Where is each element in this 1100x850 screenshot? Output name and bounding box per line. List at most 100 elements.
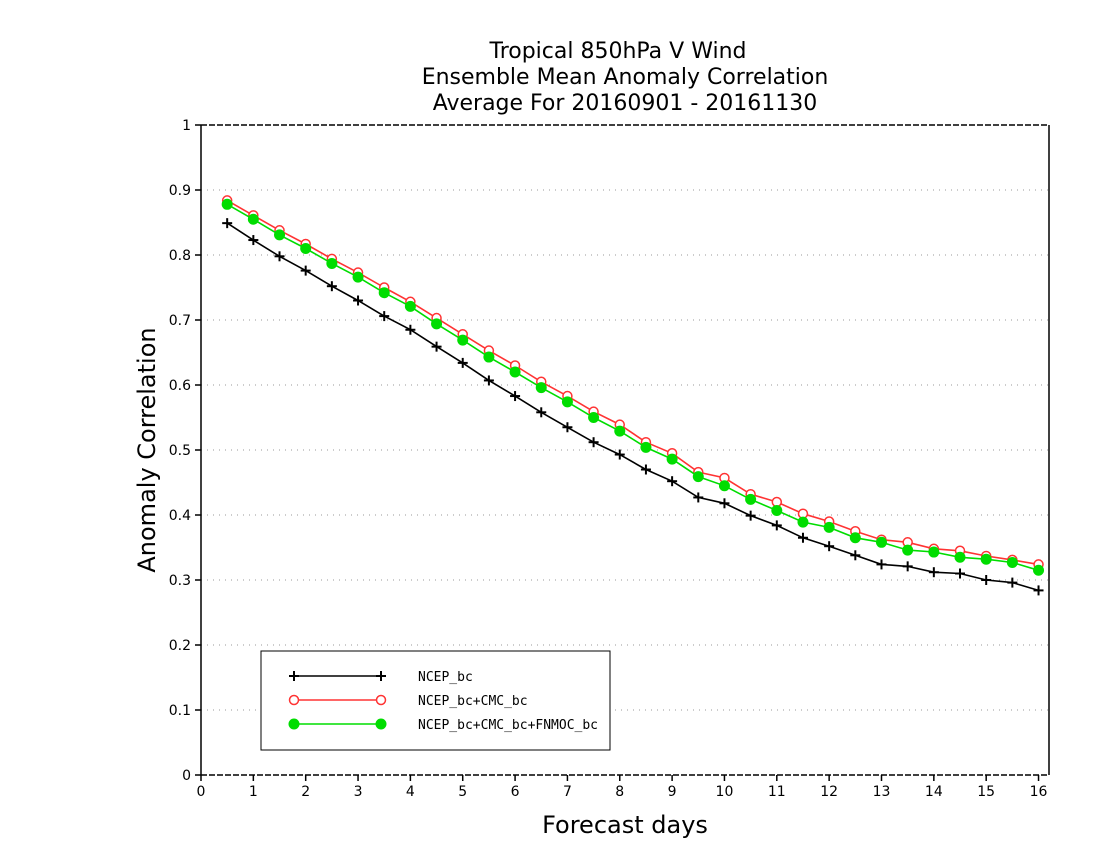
series-1-point-marker <box>1007 577 1018 588</box>
series-3-point-marker <box>745 493 757 505</box>
series-1-point-marker <box>928 567 939 578</box>
x-tick-label: 7 <box>563 784 572 800</box>
series-1-point-marker <box>693 492 704 503</box>
legend-entry: NCEP_bc+CMC_bc <box>288 694 528 709</box>
series-1-point-marker <box>614 449 625 460</box>
x-tick-label: 9 <box>668 784 677 800</box>
series-1-point-marker <box>274 251 285 262</box>
y-tick-label: 0.2 <box>169 638 191 654</box>
series-1-point-marker <box>797 532 808 543</box>
x-tick-label: 15 <box>977 784 995 800</box>
series-1-point-marker <box>876 559 887 570</box>
series-3-point-marker <box>640 441 652 453</box>
series-1-point-marker <box>745 510 756 521</box>
legend-swatch-start-marker <box>288 718 300 730</box>
legend-swatch-start-marker <box>289 671 299 681</box>
series-3-point-marker <box>326 257 338 269</box>
x-tick-label: 0 <box>197 784 206 800</box>
series-3-point-marker <box>247 213 259 225</box>
series-1-point-marker <box>955 568 966 579</box>
series-3-point-marker <box>221 198 233 210</box>
legend-entry: NCEP_bc+CMC_bc+FNMOC_bc <box>288 718 598 733</box>
series-1 <box>222 218 1044 596</box>
x-tick-label: 6 <box>511 784 520 800</box>
chart-title: Tropical 850hPa V Wind Ensemble Mean Ano… <box>422 39 829 116</box>
x-tick-label: 14 <box>925 784 943 800</box>
x-tick-label: 3 <box>354 784 363 800</box>
series-3-point-marker <box>352 271 364 283</box>
series-3 <box>221 198 1045 576</box>
series-3-point-marker <box>300 243 312 254</box>
series-3-point-marker <box>666 453 678 465</box>
legend-entry: NCEP_bc <box>289 670 473 685</box>
y-tick-label: 1 <box>182 118 191 134</box>
x-tick-label: 4 <box>406 784 415 800</box>
series-1-point-marker <box>536 407 547 418</box>
legend-swatch-start-marker <box>288 694 300 706</box>
series-3-point-marker <box>980 553 992 565</box>
y-tick-label: 0.3 <box>169 573 191 589</box>
series-1-point-marker <box>457 357 468 368</box>
x-tick-label: 1 <box>249 784 258 800</box>
series-3-point-marker <box>483 351 495 363</box>
series-3-point-marker <box>797 516 809 528</box>
x-tick-label: 5 <box>458 784 467 800</box>
series-3-point-marker <box>509 366 521 378</box>
series-3-point-marker <box>928 546 940 558</box>
series-3-point-marker <box>561 396 573 408</box>
axes <box>195 124 1050 781</box>
series-3-point-marker <box>274 229 286 241</box>
x-tick-label: 10 <box>716 784 734 800</box>
y-tick-label: 0.5 <box>169 443 191 459</box>
series-1-point-marker <box>300 265 311 276</box>
series-3-point-marker <box>457 334 469 346</box>
series-3-point-marker <box>1033 564 1045 576</box>
x-tick-label: 13 <box>873 784 891 800</box>
legend: NCEP_bc NCEP_bc+CMC_bc NCEP_bc+CMC_bc+FNMO… <box>260 650 611 751</box>
y-tick-label: 0.6 <box>169 378 191 394</box>
series-1-point-marker <box>771 520 782 531</box>
series-1-point-marker <box>1033 585 1044 596</box>
series-3-point-marker <box>849 532 861 544</box>
series-1-point-marker <box>667 476 678 487</box>
y-tick-label: 0.4 <box>169 508 191 524</box>
series-3-point-marker <box>771 504 783 516</box>
series-3-point-marker <box>535 382 547 394</box>
y-tick-label: 0.7 <box>169 313 191 329</box>
series-1-point-marker <box>850 550 861 561</box>
series-3-point-marker <box>718 480 730 492</box>
series-3-point-marker <box>823 521 835 533</box>
series-1-point-marker <box>824 541 835 552</box>
series-3-point-marker <box>902 544 914 556</box>
series-3-point-marker <box>614 425 626 437</box>
series-3-point-marker <box>954 551 966 563</box>
series-3-point-marker <box>404 300 416 312</box>
series-1-point-marker <box>719 498 730 509</box>
series-3-point-marker <box>378 287 390 299</box>
y-tick-label: 0 <box>182 768 191 784</box>
series-1-point-marker <box>562 422 573 433</box>
tick-labels: 00.10.20.30.40.50.60.70.80.910 1 2 3 4 5 6 7 8 9 1… <box>169 118 1048 800</box>
series-1-point-marker <box>222 218 233 229</box>
x-axis-title: Forecast days <box>542 811 708 839</box>
series-3-point-marker <box>1006 556 1018 568</box>
series-1-point-marker <box>326 281 337 292</box>
chart-title-line-3: Average For 20160901 - 20161130 <box>433 91 818 116</box>
chart-title-line-2: Ensemble Mean Anomaly Correlation <box>422 65 829 90</box>
series-1-point-marker <box>483 375 494 386</box>
series-1-point-marker <box>640 464 651 475</box>
legend-swatch-end-marker <box>375 694 387 706</box>
y-tick-label: 0.1 <box>169 703 191 719</box>
series-1-point-marker <box>588 437 599 448</box>
series-1-point-marker <box>981 575 992 585</box>
legend-label: NCEP_bc <box>418 670 473 685</box>
legend-swatch-end-marker <box>375 718 387 730</box>
legend-label: NCEP_bc+CMC_bc+FNMOC_bc <box>418 718 598 733</box>
series-1-point-marker <box>902 561 913 572</box>
y-axis-title: Anomaly Correlation <box>133 327 161 572</box>
series-1-point-marker <box>379 311 390 322</box>
series-3-point-marker <box>692 471 704 483</box>
x-tick-label: 8 <box>615 784 624 800</box>
y-tick-label: 0.8 <box>169 248 191 264</box>
